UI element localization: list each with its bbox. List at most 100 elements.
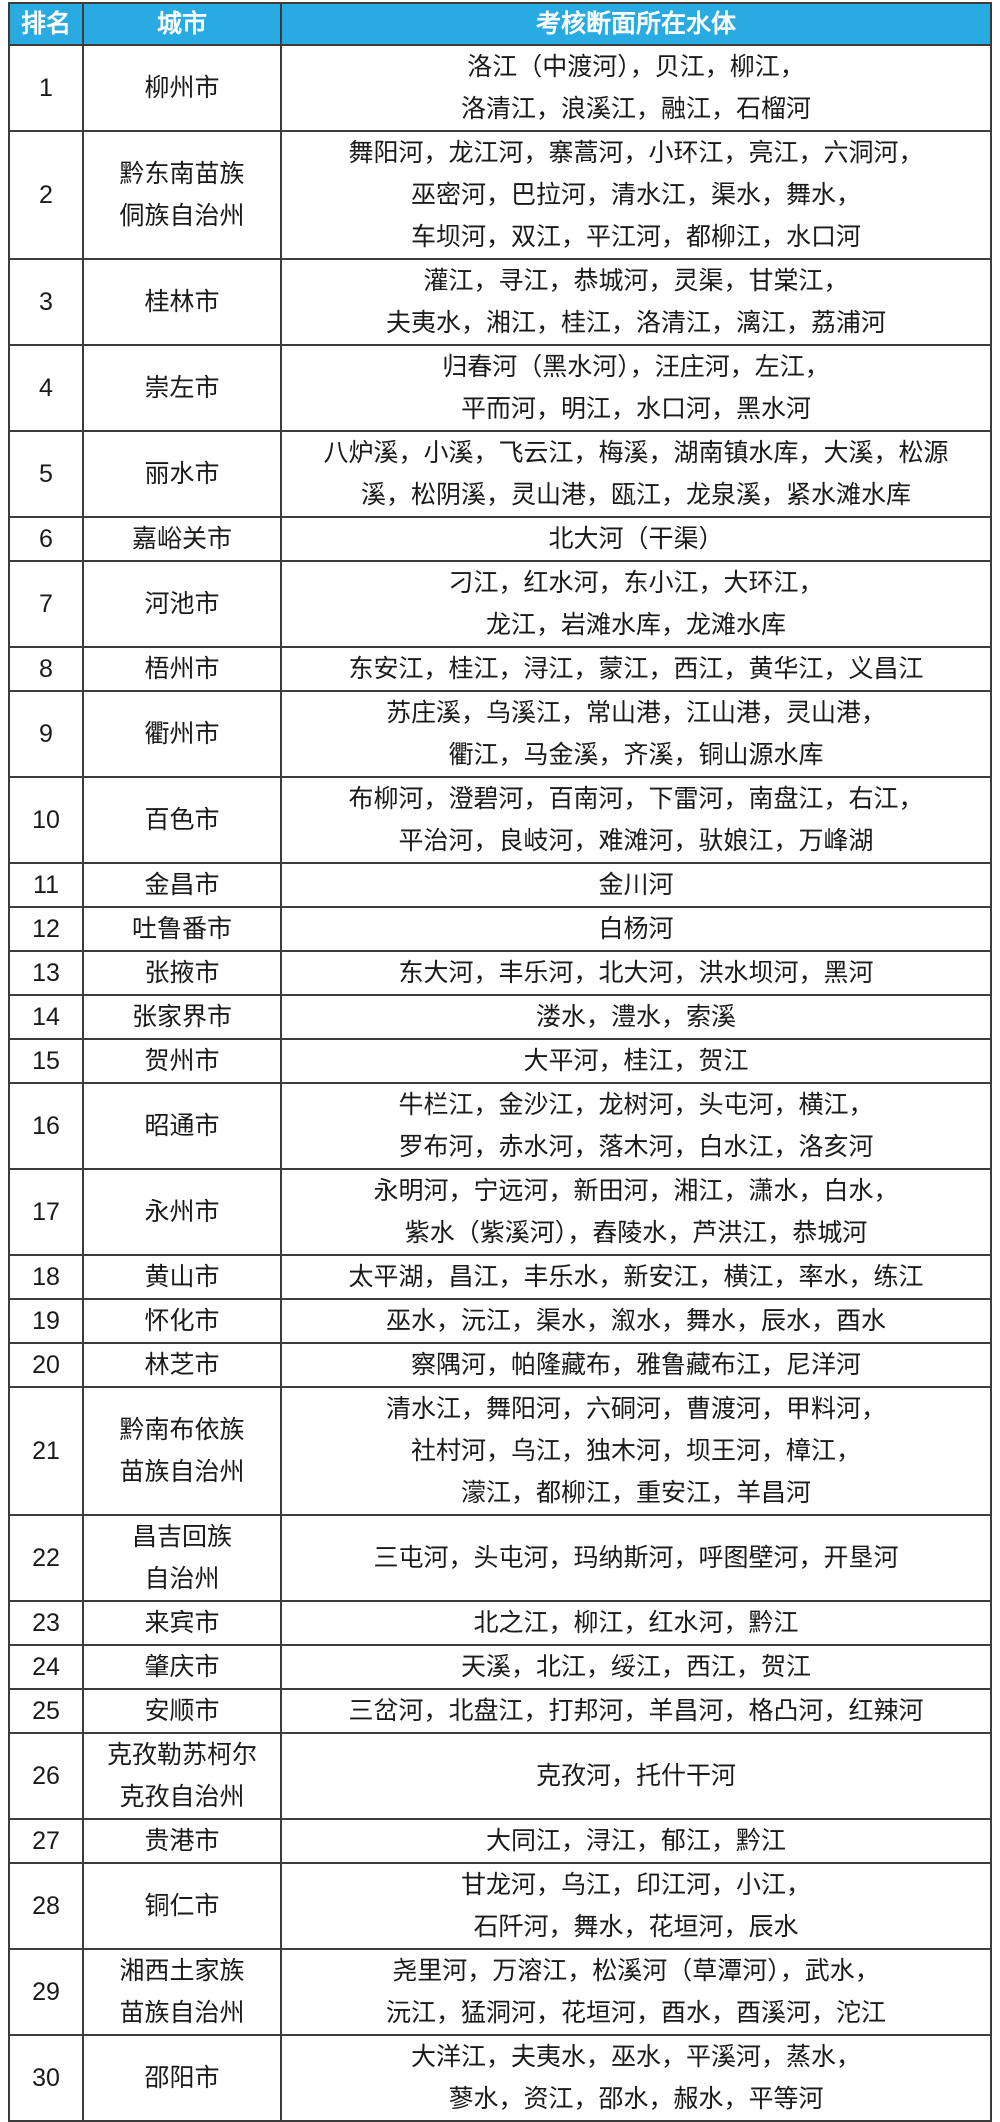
rank-cell: 23 <box>8 1600 84 1646</box>
rank-cell: 24 <box>8 1644 84 1690</box>
table-row: 25 安顺市 三岔河，北盘江，打邦河，羊昌河，格凸河，红辣河 <box>8 1688 992 1734</box>
table-row: 3 桂林市 灌江，寻江，恭城河，灵渠，甘棠江， 夫夷水，湘江，桂江，洛清江，漓江… <box>8 258 992 346</box>
table-row: 18 黄山市 太平湖，昌江，丰乐水，新安江，横江，率水，练江 <box>8 1254 992 1300</box>
city-cell: 金昌市 <box>82 862 282 908</box>
table-row: 10 百色市 布柳河，澄碧河，百南河，下雷河，南盘江，右江， 平治河，良岐河，难… <box>8 776 992 864</box>
header-city: 城市 <box>82 2 282 46</box>
city-cell: 怀化市 <box>82 1298 282 1344</box>
table-row: 16 昭通市 牛栏江，金沙江，龙树河，头屯河，横江， 罗布河，赤水河，落木河，白… <box>8 1082 992 1170</box>
city-cell: 崇左市 <box>82 344 282 432</box>
rank-cell: 21 <box>8 1386 84 1516</box>
table-row: 24 肇庆市 天溪，北江，绥江，西江，贺江 <box>8 1644 992 1690</box>
rank-cell: 15 <box>8 1038 84 1084</box>
water-cell: 察隅河，帕隆藏布，雅鲁藏布江，尼洋河 <box>280 1342 992 1388</box>
water-cell: 洛江（中渡河），贝江，柳江， 洛清江，浪溪江，融江，石榴河 <box>280 44 992 132</box>
city-cell: 张掖市 <box>82 950 282 996</box>
city-cell: 克孜勒苏柯尔 克孜自治州 <box>82 1732 282 1820</box>
header-row: 排名 城市 考核断面所在水体 <box>8 2 992 46</box>
table-row: 19 怀化市 巫水，沅江，渠水，溆水，舞水，辰水，酉水 <box>8 1298 992 1344</box>
city-cell: 肇庆市 <box>82 1644 282 1690</box>
rank-cell: 5 <box>8 430 84 518</box>
rank-cell: 26 <box>8 1732 84 1820</box>
rank-cell: 2 <box>8 130 84 260</box>
city-cell: 林芝市 <box>82 1342 282 1388</box>
city-cell: 桂林市 <box>82 258 282 346</box>
rank-cell: 14 <box>8 994 84 1040</box>
rank-cell: 9 <box>8 690 84 778</box>
table-row: 12 吐鲁番市 白杨河 <box>8 906 992 952</box>
rank-cell: 1 <box>8 44 84 132</box>
water-cell: 布柳河，澄碧河，百南河，下雷河，南盘江，右江， 平治河，良岐河，难滩河，驮娘江，… <box>280 776 992 864</box>
rank-cell: 16 <box>8 1082 84 1170</box>
water-cell: 北之江，柳江，红水河，黔江 <box>280 1600 992 1646</box>
water-cell: 甘龙河，乌江，印江河，小江， 石阡河，舞水，花垣河，辰水 <box>280 1862 992 1950</box>
water-cell: 东大河，丰乐河，北大河，洪水坝河，黑河 <box>280 950 992 996</box>
header-water: 考核断面所在水体 <box>280 2 992 46</box>
water-cell: 归春河（黑水河），汪庄河，左江， 平而河，明江，水口河，黑水河 <box>280 344 992 432</box>
city-cell: 永州市 <box>82 1168 282 1256</box>
rank-cell: 28 <box>8 1862 84 1950</box>
city-cell: 安顺市 <box>82 1688 282 1734</box>
table-row: 8 梧州市 东安江，桂江，浔江，蒙江，西江，黄华江，义昌江 <box>8 646 992 692</box>
table-row: 4 崇左市 归春河（黑水河），汪庄河，左江， 平而河，明江，水口河，黑水河 <box>8 344 992 432</box>
water-cell: 刁江，红水河，东小江，大环江， 龙江，岩滩水库，龙滩水库 <box>280 560 992 648</box>
rank-cell: 7 <box>8 560 84 648</box>
table-row: 30 邵阳市 大洋江，夫夷水，巫水，平溪河，蒸水， 蓼水，资江，邵水，赧水，平等… <box>8 2034 992 2122</box>
rank-cell: 6 <box>8 516 84 562</box>
rank-cell: 3 <box>8 258 84 346</box>
table-row: 11 金昌市 金川河 <box>8 862 992 908</box>
table-row: 15 贺州市 大平河，桂江，贺江 <box>8 1038 992 1084</box>
city-cell: 梧州市 <box>82 646 282 692</box>
water-cell: 白杨河 <box>280 906 992 952</box>
rank-cell: 27 <box>8 1818 84 1864</box>
water-cell: 克孜河，托什干河 <box>280 1732 992 1820</box>
table-row: 28 铜仁市 甘龙河，乌江，印江河，小江， 石阡河，舞水，花垣河，辰水 <box>8 1862 992 1950</box>
water-cell: 三岔河，北盘江，打邦河，羊昌河，格凸河，红辣河 <box>280 1688 992 1734</box>
city-cell: 邵阳市 <box>82 2034 282 2122</box>
water-cell: 东安江，桂江，浔江，蒙江，西江，黄华江，义昌江 <box>280 646 992 692</box>
table-row: 26 克孜勒苏柯尔 克孜自治州 克孜河，托什干河 <box>8 1732 992 1820</box>
rank-cell: 12 <box>8 906 84 952</box>
rank-cell: 10 <box>8 776 84 864</box>
table-row: 7 河池市 刁江，红水河，东小江，大环江， 龙江，岩滩水库，龙滩水库 <box>8 560 992 648</box>
city-cell: 铜仁市 <box>82 1862 282 1950</box>
water-cell: 巫水，沅江，渠水，溆水，舞水，辰水，酉水 <box>280 1298 992 1344</box>
water-cell: 尧里河，万溶江，松溪河（草潭河），武水， 沅江，猛洞河，花垣河，酉水，酉溪河，沱… <box>280 1948 992 2036</box>
water-cell: 苏庄溪，乌溪江，常山港，江山港，灵山港， 衢江，马金溪，齐溪，铜山源水库 <box>280 690 992 778</box>
rank-cell: 20 <box>8 1342 84 1388</box>
water-cell: 灌江，寻江，恭城河，灵渠，甘棠江， 夫夷水，湘江，桂江，洛清江，漓江，荔浦河 <box>280 258 992 346</box>
city-cell: 吐鲁番市 <box>82 906 282 952</box>
water-cell: 金川河 <box>280 862 992 908</box>
water-cell: 八炉溪，小溪，飞云江，梅溪，湖南镇水库，大溪，松源 溪，松阴溪，灵山港，瓯江，龙… <box>280 430 992 518</box>
water-cell: 大平河，桂江，贺江 <box>280 1038 992 1084</box>
rank-cell: 13 <box>8 950 84 996</box>
table-row: 17 永州市 永明河，宁远河，新田河，湘江，潇水，白水， 紫水（紫溪河），舂陵水… <box>8 1168 992 1256</box>
table-row: 23 来宾市 北之江，柳江，红水河，黔江 <box>8 1600 992 1646</box>
city-cell: 河池市 <box>82 560 282 648</box>
water-cell: 三屯河，头屯河，玛纳斯河，呼图壁河，开垦河 <box>280 1514 992 1602</box>
rank-cell: 30 <box>8 2034 84 2122</box>
city-cell: 昭通市 <box>82 1082 282 1170</box>
header-rank: 排名 <box>8 2 84 46</box>
ranking-table: 排名 城市 考核断面所在水体 1 柳州市 洛江（中渡河），贝江，柳江， 洛清江，… <box>8 2 992 2122</box>
water-cell: 太平湖，昌江，丰乐水，新安江，横江，率水，练江 <box>280 1254 992 1300</box>
city-cell: 贵港市 <box>82 1818 282 1864</box>
table-row: 27 贵港市 大同江，浔江，郁江，黔江 <box>8 1818 992 1864</box>
rank-cell: 4 <box>8 344 84 432</box>
city-cell: 黔南布依族 苗族自治州 <box>82 1386 282 1516</box>
table-row: 29 湘西土家族 苗族自治州 尧里河，万溶江，松溪河（草潭河），武水， 沅江，猛… <box>8 1948 992 2036</box>
city-cell: 昌吉回族 自治州 <box>82 1514 282 1602</box>
water-cell: 舞阳河，龙江河，寨蒿河，小环江，亮江，六洞河， 巫密河，巴拉河，清水江，渠水，舞… <box>280 130 992 260</box>
city-cell: 湘西土家族 苗族自治州 <box>82 1948 282 2036</box>
rank-cell: 19 <box>8 1298 84 1344</box>
rank-cell: 18 <box>8 1254 84 1300</box>
table-row: 14 张家界市 溇水，澧水，索溪 <box>8 994 992 1040</box>
water-cell: 溇水，澧水，索溪 <box>280 994 992 1040</box>
city-cell: 黄山市 <box>82 1254 282 1300</box>
water-cell: 北大河（干渠） <box>280 516 992 562</box>
city-cell: 衢州市 <box>82 690 282 778</box>
city-cell: 张家界市 <box>82 994 282 1040</box>
table-row: 9 衢州市 苏庄溪，乌溪江，常山港，江山港，灵山港， 衢江，马金溪，齐溪，铜山源… <box>8 690 992 778</box>
table-body: 1 柳州市 洛江（中渡河），贝江，柳江， 洛清江，浪溪江，融江，石榴河 2 黔东… <box>8 44 992 2122</box>
table-row: 13 张掖市 东大河，丰乐河，北大河，洪水坝河，黑河 <box>8 950 992 996</box>
